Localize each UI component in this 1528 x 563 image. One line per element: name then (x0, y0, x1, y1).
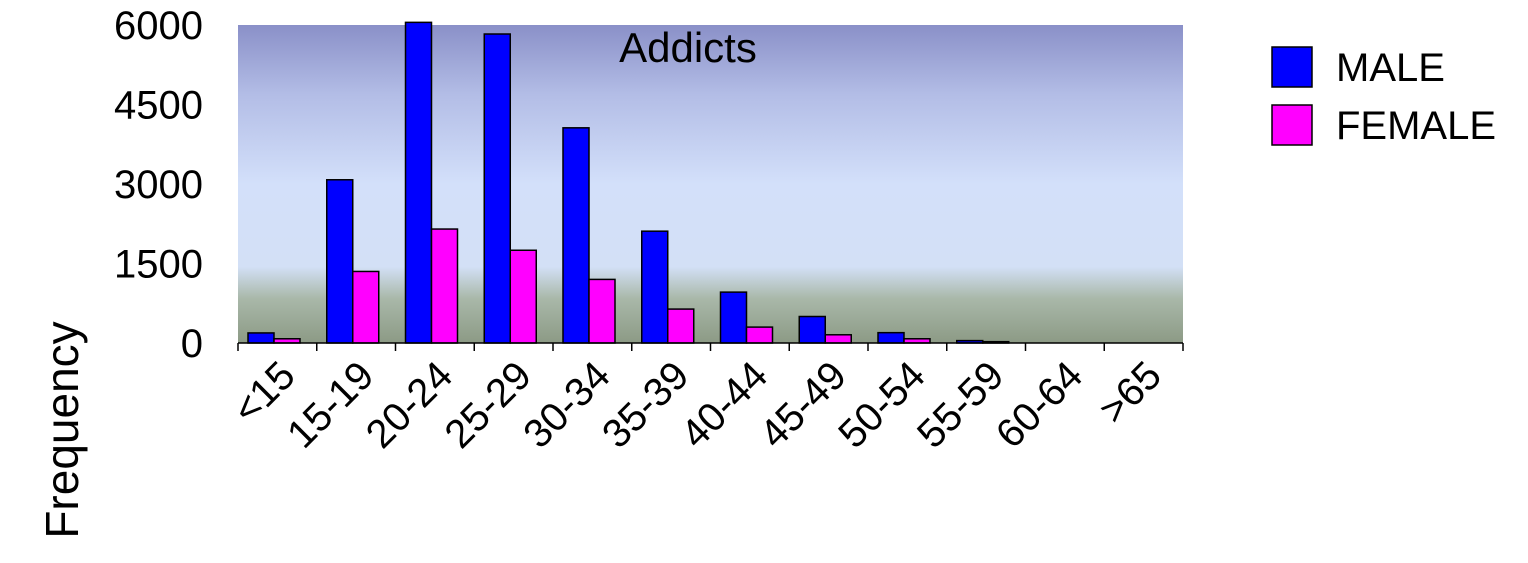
y-tick-label-4: 6000 (114, 4, 203, 48)
bar-female-7 (824, 334, 852, 344)
bar-male-4 (562, 127, 590, 344)
bars-group (247, 21, 1010, 344)
bar-male-0 (247, 332, 275, 344)
chart-title: Addicts (619, 24, 757, 71)
bar-female-1 (352, 270, 380, 344)
x-tick-label-1: 15-19 (279, 353, 382, 456)
bar-male-2 (404, 21, 433, 344)
bar-male-6 (719, 291, 748, 344)
x-tick-label-6: 40-44 (673, 353, 776, 456)
x-tick-label-7: 45-49 (752, 353, 855, 456)
legend-swatch-male (1271, 46, 1313, 88)
bar-female-2 (430, 228, 459, 344)
x-tick-label-3: 25-29 (437, 353, 540, 456)
legend-label-male: MALE (1336, 46, 1445, 90)
x-tick-label-10: 60-64 (988, 353, 1091, 456)
x-tick-label-9: 55-59 (909, 353, 1012, 456)
x-tick-labels: <1515-1920-2425-2930-3435-3940-4445-4950… (225, 353, 1170, 456)
bar-male-8 (877, 331, 905, 344)
x-tick-label-4: 30-34 (515, 353, 618, 456)
bar-female-6 (745, 326, 774, 344)
y-tick-label-1: 1500 (114, 243, 203, 287)
x-tick-label-8: 50-54 (830, 353, 933, 456)
bar-female-5 (667, 308, 695, 344)
bar-male-7 (798, 315, 826, 344)
x-tick-label-2: 20-24 (358, 353, 461, 456)
legend: MALE FEMALE (1271, 46, 1496, 148)
x-tick-marks (237, 343, 1184, 351)
x-tick-label-5: 35-39 (594, 353, 697, 456)
y-tick-label-0: 0 (181, 322, 203, 366)
legend-swatch-female (1271, 104, 1313, 146)
bar-male-5 (641, 230, 669, 344)
y-tick-label-3: 4500 (114, 84, 203, 128)
x-tick-label-11: >65 (1091, 353, 1170, 432)
bar-male-3 (483, 33, 511, 344)
plot-area (238, 25, 1183, 343)
y-tick-label-2: 3000 (114, 163, 203, 207)
bar-male-1 (326, 179, 354, 344)
y-tick-labels: 0 1500 3000 4500 6000 (114, 4, 203, 366)
bar-female-4 (588, 278, 616, 344)
y-axis-label: Frequency (36, 321, 88, 538)
legend-label-female: FEMALE (1336, 104, 1496, 148)
bar-female-3 (509, 249, 537, 344)
